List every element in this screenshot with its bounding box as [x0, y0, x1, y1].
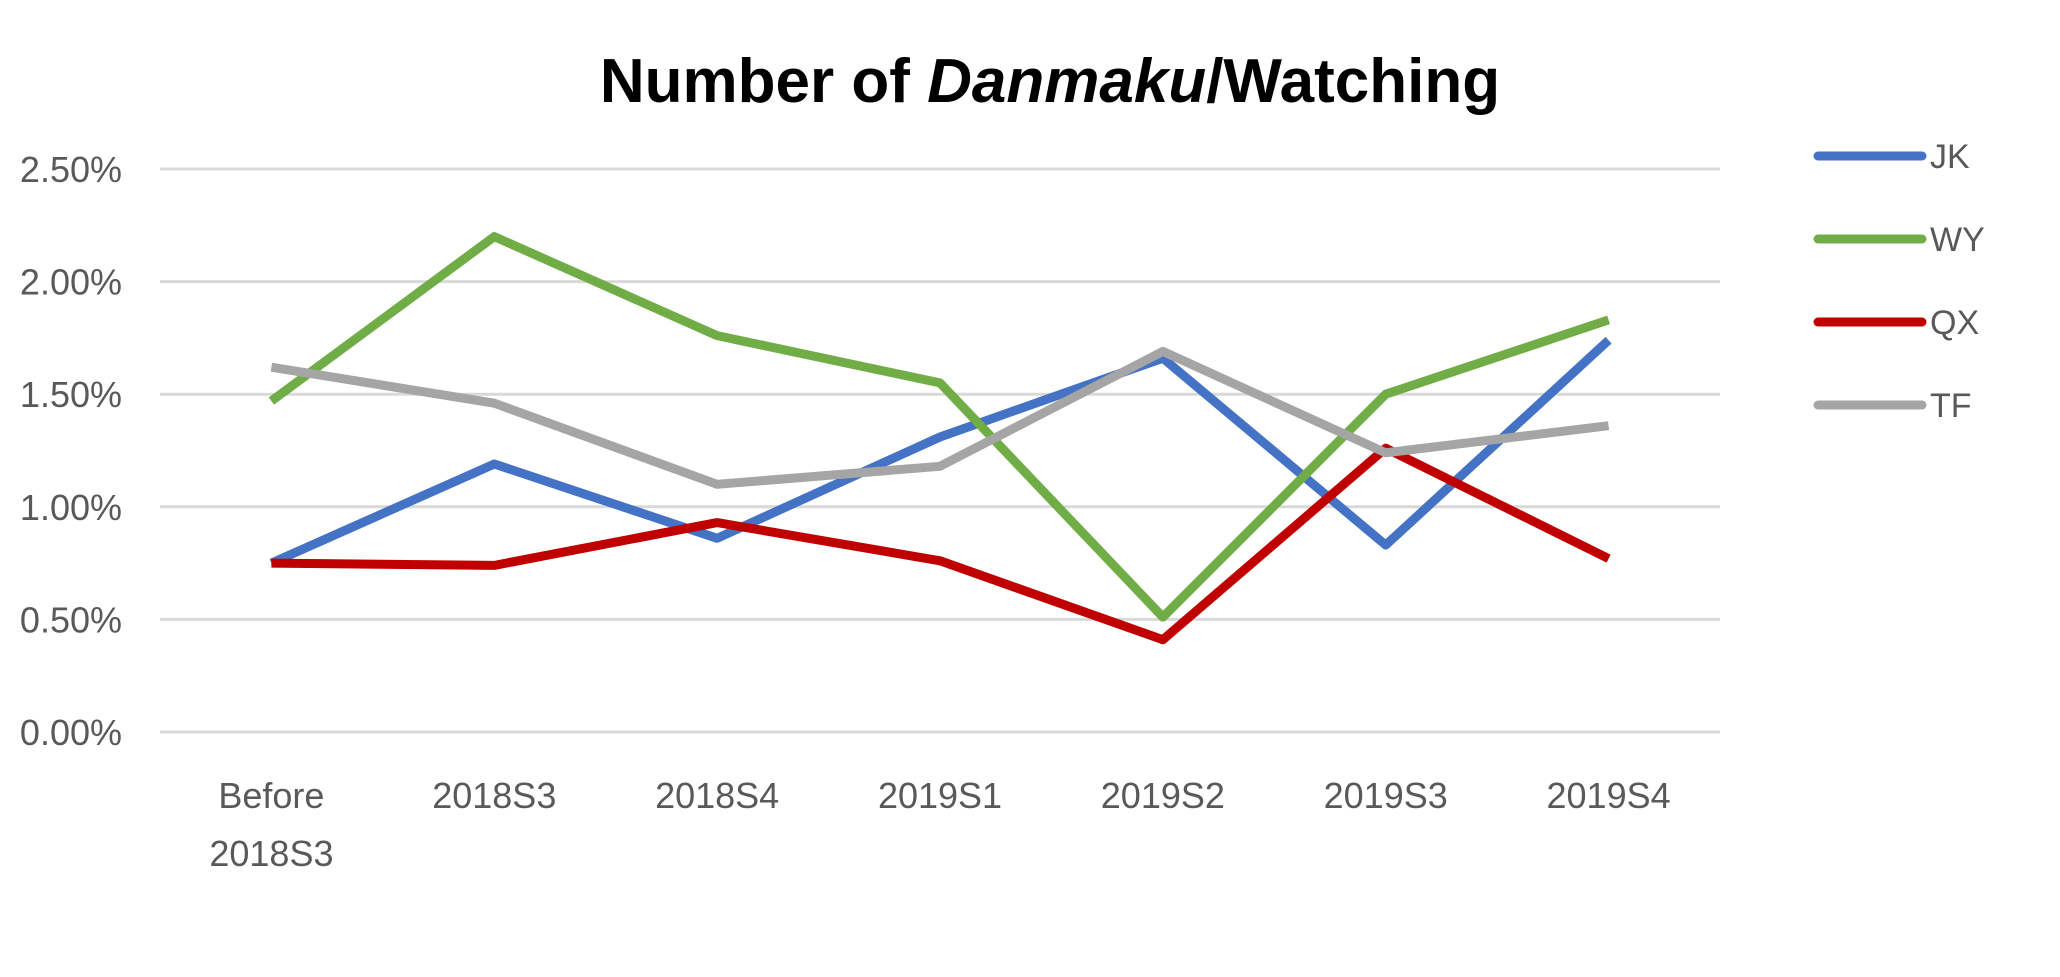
series-lines	[268, 232, 1612, 645]
series-jk	[269, 336, 1612, 568]
y-axis-tick-labels: 0.00% 0.50% 1.00% 1.50% 2.00% 2.50%	[20, 149, 122, 753]
series-wy	[268, 232, 1611, 622]
chart-title-part-1: Number of	[600, 47, 927, 116]
x-tick-label: 2019S4	[1547, 775, 1671, 816]
y-tick-label: 2.50%	[20, 149, 122, 190]
legend-label: QX	[1930, 304, 1979, 342]
x-tick-label: 2019S3	[1324, 775, 1448, 816]
x-tick-label: Before 2018S3	[209, 775, 333, 874]
y-tick-label: 1.00%	[20, 487, 122, 528]
y-tick-label: 2.00%	[20, 262, 122, 303]
legend-label: JK	[1930, 138, 1970, 176]
chart-title-part-2: Danmaku	[927, 47, 1206, 116]
series-tf	[270, 346, 1610, 489]
x-tick-label: 2019S1	[878, 775, 1002, 816]
x-tick-label: 2018S4	[655, 775, 779, 816]
series-line-tf	[270, 346, 1610, 489]
chart-title-part-3: /Watching	[1206, 47, 1500, 116]
y-tick-label: 1.50%	[20, 374, 122, 415]
legend-label: TF	[1930, 387, 1972, 425]
legend-label: WY	[1930, 221, 1985, 259]
x-tick-label: 2019S2	[1101, 775, 1225, 816]
y-tick-label: 0.00%	[20, 712, 122, 753]
x-tick-label: 2018S3	[432, 775, 556, 816]
x-axis-tick-labels: Before 2018S3 2018S3 2018S4 2019S1 2019S2 2019…	[209, 775, 1670, 874]
chart-title: Number of Danmaku/Watching	[600, 47, 1500, 116]
legend: JK WY QX TF	[1813, 138, 1985, 425]
y-tick-label: 0.50%	[20, 599, 122, 640]
